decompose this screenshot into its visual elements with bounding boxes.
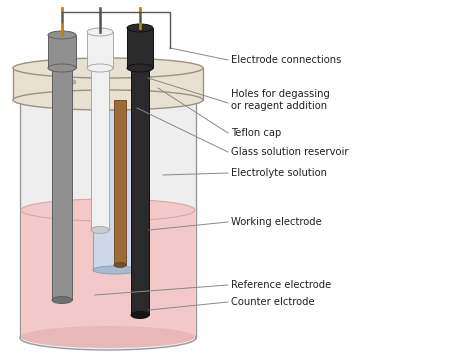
Ellipse shape xyxy=(20,326,196,350)
Text: Reference electrode: Reference electrode xyxy=(231,280,331,290)
Text: Glass solution reservoir: Glass solution reservoir xyxy=(231,147,349,157)
FancyBboxPatch shape xyxy=(48,35,76,68)
Text: Holes for degassing
or reagent addition: Holes for degassing or reagent addition xyxy=(231,89,330,111)
FancyBboxPatch shape xyxy=(114,100,126,265)
Ellipse shape xyxy=(87,28,113,36)
Ellipse shape xyxy=(127,64,153,72)
FancyBboxPatch shape xyxy=(13,68,203,100)
Ellipse shape xyxy=(52,296,72,303)
Ellipse shape xyxy=(91,226,109,233)
Ellipse shape xyxy=(135,80,141,84)
Ellipse shape xyxy=(48,31,76,39)
FancyBboxPatch shape xyxy=(91,68,109,230)
Text: Counter elctrode: Counter elctrode xyxy=(231,297,315,307)
FancyBboxPatch shape xyxy=(21,209,195,337)
FancyBboxPatch shape xyxy=(131,68,149,315)
FancyBboxPatch shape xyxy=(87,32,113,68)
Text: Electrode connections: Electrode connections xyxy=(231,55,342,65)
Ellipse shape xyxy=(131,312,149,319)
Ellipse shape xyxy=(127,24,153,32)
Text: Electrolyte solution: Electrolyte solution xyxy=(231,168,327,178)
Ellipse shape xyxy=(93,266,137,274)
Text: Teflon cap: Teflon cap xyxy=(231,128,281,138)
Ellipse shape xyxy=(21,326,195,348)
FancyBboxPatch shape xyxy=(93,98,137,270)
FancyBboxPatch shape xyxy=(52,68,72,300)
Ellipse shape xyxy=(13,58,203,78)
FancyBboxPatch shape xyxy=(20,88,196,338)
Ellipse shape xyxy=(114,263,126,268)
Ellipse shape xyxy=(13,90,203,110)
FancyBboxPatch shape xyxy=(127,28,153,68)
Ellipse shape xyxy=(48,64,76,72)
Ellipse shape xyxy=(21,199,195,221)
Ellipse shape xyxy=(87,64,113,72)
Ellipse shape xyxy=(93,94,137,102)
Text: Working electrode: Working electrode xyxy=(231,217,322,227)
Ellipse shape xyxy=(70,80,76,84)
